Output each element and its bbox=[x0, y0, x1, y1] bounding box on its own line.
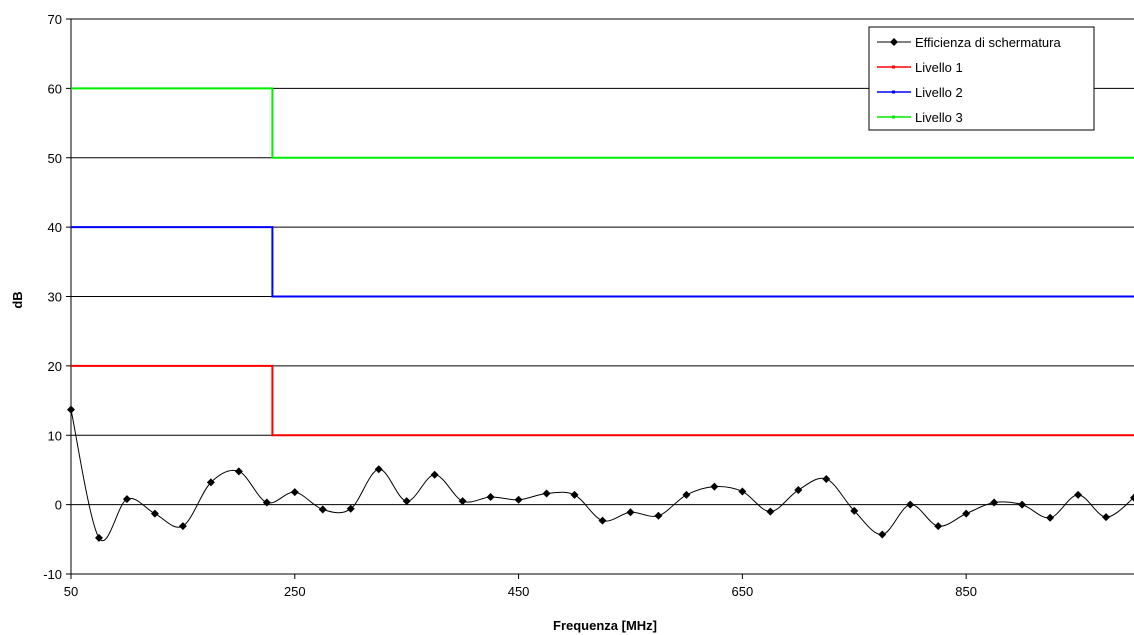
y-tick-label: -10 bbox=[43, 567, 62, 582]
data-point bbox=[1018, 500, 1027, 509]
data-point bbox=[626, 508, 635, 517]
legend-label-livello-3: Livello 3 bbox=[915, 110, 963, 125]
data-point bbox=[766, 507, 775, 516]
data-point bbox=[906, 500, 915, 509]
x-tick-label: 650 bbox=[732, 584, 754, 599]
data-point bbox=[878, 530, 887, 539]
y-tick-label: 10 bbox=[48, 428, 62, 443]
data-point bbox=[598, 516, 607, 525]
data-point bbox=[374, 465, 383, 474]
legend-box bbox=[868, 26, 1095, 131]
data-point bbox=[794, 486, 803, 495]
data-point bbox=[150, 509, 159, 518]
plot-series bbox=[67, 87, 1134, 542]
data-point bbox=[1074, 490, 1083, 499]
legend-marker bbox=[892, 90, 895, 94]
data-point bbox=[850, 506, 859, 515]
data-point bbox=[990, 498, 999, 507]
data-point bbox=[1046, 513, 1055, 522]
data-point bbox=[67, 405, 75, 414]
series-line-livello-3 bbox=[71, 87, 1134, 159]
legend-label-efficienza-di-schermatura: Efficienza di schermatura bbox=[915, 35, 1061, 50]
y-tick-label: 40 bbox=[48, 220, 62, 235]
x-axis-title: Frequenza [MHz] bbox=[553, 618, 657, 633]
data-point bbox=[962, 509, 971, 518]
data-point bbox=[822, 474, 831, 483]
y-tick-label: 70 bbox=[48, 12, 62, 27]
x-tick-label: 250 bbox=[284, 584, 306, 599]
axes bbox=[66, 18, 967, 579]
data-point bbox=[346, 504, 355, 513]
data-point bbox=[94, 533, 103, 542]
data-point bbox=[402, 497, 411, 506]
y-tick-label: 0 bbox=[55, 498, 62, 513]
series-line-livello-1 bbox=[71, 364, 1134, 437]
data-point bbox=[542, 489, 551, 498]
data-point bbox=[710, 482, 719, 491]
legend-marker bbox=[890, 38, 898, 46]
data-point bbox=[262, 498, 271, 507]
data-point bbox=[206, 478, 215, 487]
data-point bbox=[682, 490, 691, 499]
data-point bbox=[178, 522, 187, 531]
x-tick-label: 50 bbox=[64, 584, 78, 599]
x-tick-label: 850 bbox=[955, 584, 977, 599]
x-tick-label: 450 bbox=[508, 584, 530, 599]
data-point bbox=[458, 497, 467, 506]
y-tick-label: 20 bbox=[48, 359, 62, 374]
y-tick-label: 60 bbox=[48, 81, 62, 96]
y-tick-label: 50 bbox=[48, 151, 62, 166]
tick-labels: -10 0 10 20 30 40 50 60 70 50 250 450 650 850 bbox=[43, 12, 977, 599]
data-point bbox=[514, 495, 523, 504]
data-point bbox=[234, 467, 243, 476]
data-point bbox=[290, 488, 299, 497]
legend: Efficienza di schermatura Livello 1 Livell… bbox=[868, 26, 1095, 131]
data-point bbox=[1130, 493, 1134, 502]
data-point bbox=[570, 490, 579, 499]
data-point bbox=[934, 522, 943, 531]
legend-marker bbox=[892, 65, 895, 69]
data-point bbox=[486, 492, 495, 501]
legend-label-livello-1: Livello 1 bbox=[915, 60, 963, 75]
data-point bbox=[318, 505, 327, 514]
legend-marker bbox=[892, 115, 895, 119]
legend-label-livello-2: Livello 2 bbox=[915, 85, 963, 100]
series-line-livello-2 bbox=[71, 226, 1134, 298]
y-axis-title: dB bbox=[10, 291, 25, 308]
data-point bbox=[1102, 513, 1111, 522]
data-point bbox=[122, 495, 131, 504]
y-tick-label: 30 bbox=[48, 290, 62, 305]
data-point bbox=[430, 470, 439, 479]
data-point bbox=[738, 487, 747, 496]
data-point bbox=[654, 511, 663, 520]
